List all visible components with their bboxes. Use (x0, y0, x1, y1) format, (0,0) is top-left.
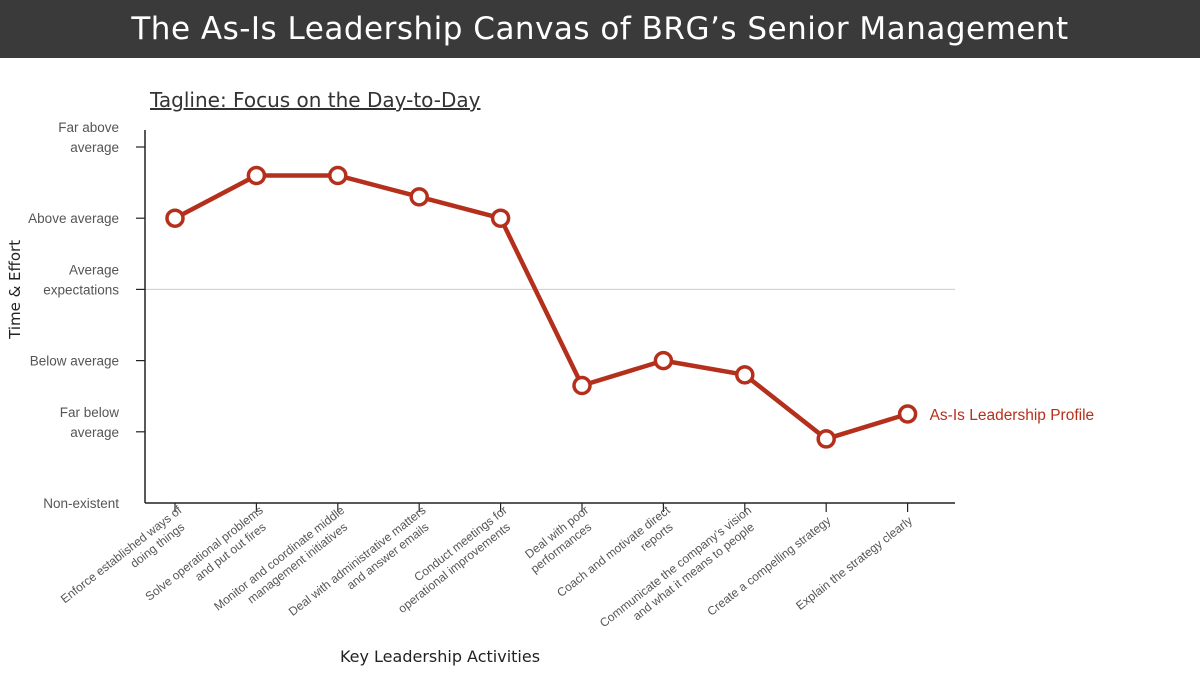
y-tick-label: Average (69, 262, 119, 277)
y-tick: Average expectations (43, 262, 145, 297)
x-tick: Explain the strategy clearly (793, 503, 915, 613)
y-tick: Below average (30, 354, 145, 369)
y-tick: Far below average (60, 405, 145, 440)
y-tick: Non-existent (43, 496, 119, 511)
x-tick-label: Communicate the company’s vision (597, 503, 754, 630)
y-tick-label: expectations (43, 282, 119, 297)
data-point (409, 187, 429, 207)
data-point (816, 429, 836, 449)
data-point (653, 350, 674, 371)
y-axis-label: Time & Effort (6, 240, 24, 340)
data-point (165, 208, 185, 228)
y-tick-label: Far above (58, 120, 119, 135)
series-line (173, 173, 909, 442)
data-point (897, 404, 918, 424)
y-tick-label: Below average (30, 354, 119, 369)
y-tick-label: Non-existent (43, 496, 119, 511)
data-point (328, 165, 348, 186)
data-point (246, 165, 267, 186)
data-point (735, 365, 755, 385)
y-tick-label: average (70, 425, 119, 440)
y-tick: Far above average (58, 120, 145, 155)
data-point (490, 208, 511, 228)
title-bar: The As-Is Leadership Canvas of BRG’s Sen… (0, 0, 1200, 58)
series-label: As-Is Leadership Profile (930, 407, 1095, 424)
y-tick-label: average (70, 140, 119, 155)
y-tick-label: Above average (28, 211, 119, 226)
y-tick: Above average (28, 211, 145, 226)
y-tick-label: Far below (60, 405, 120, 420)
page-title: The As-Is Leadership Canvas of BRG’s Sen… (131, 11, 1069, 47)
tagline: Tagline: Focus on the Day-to-Day (150, 88, 481, 112)
data-point (572, 375, 592, 396)
x-axis-label: Key Leadership Activities (340, 647, 540, 666)
